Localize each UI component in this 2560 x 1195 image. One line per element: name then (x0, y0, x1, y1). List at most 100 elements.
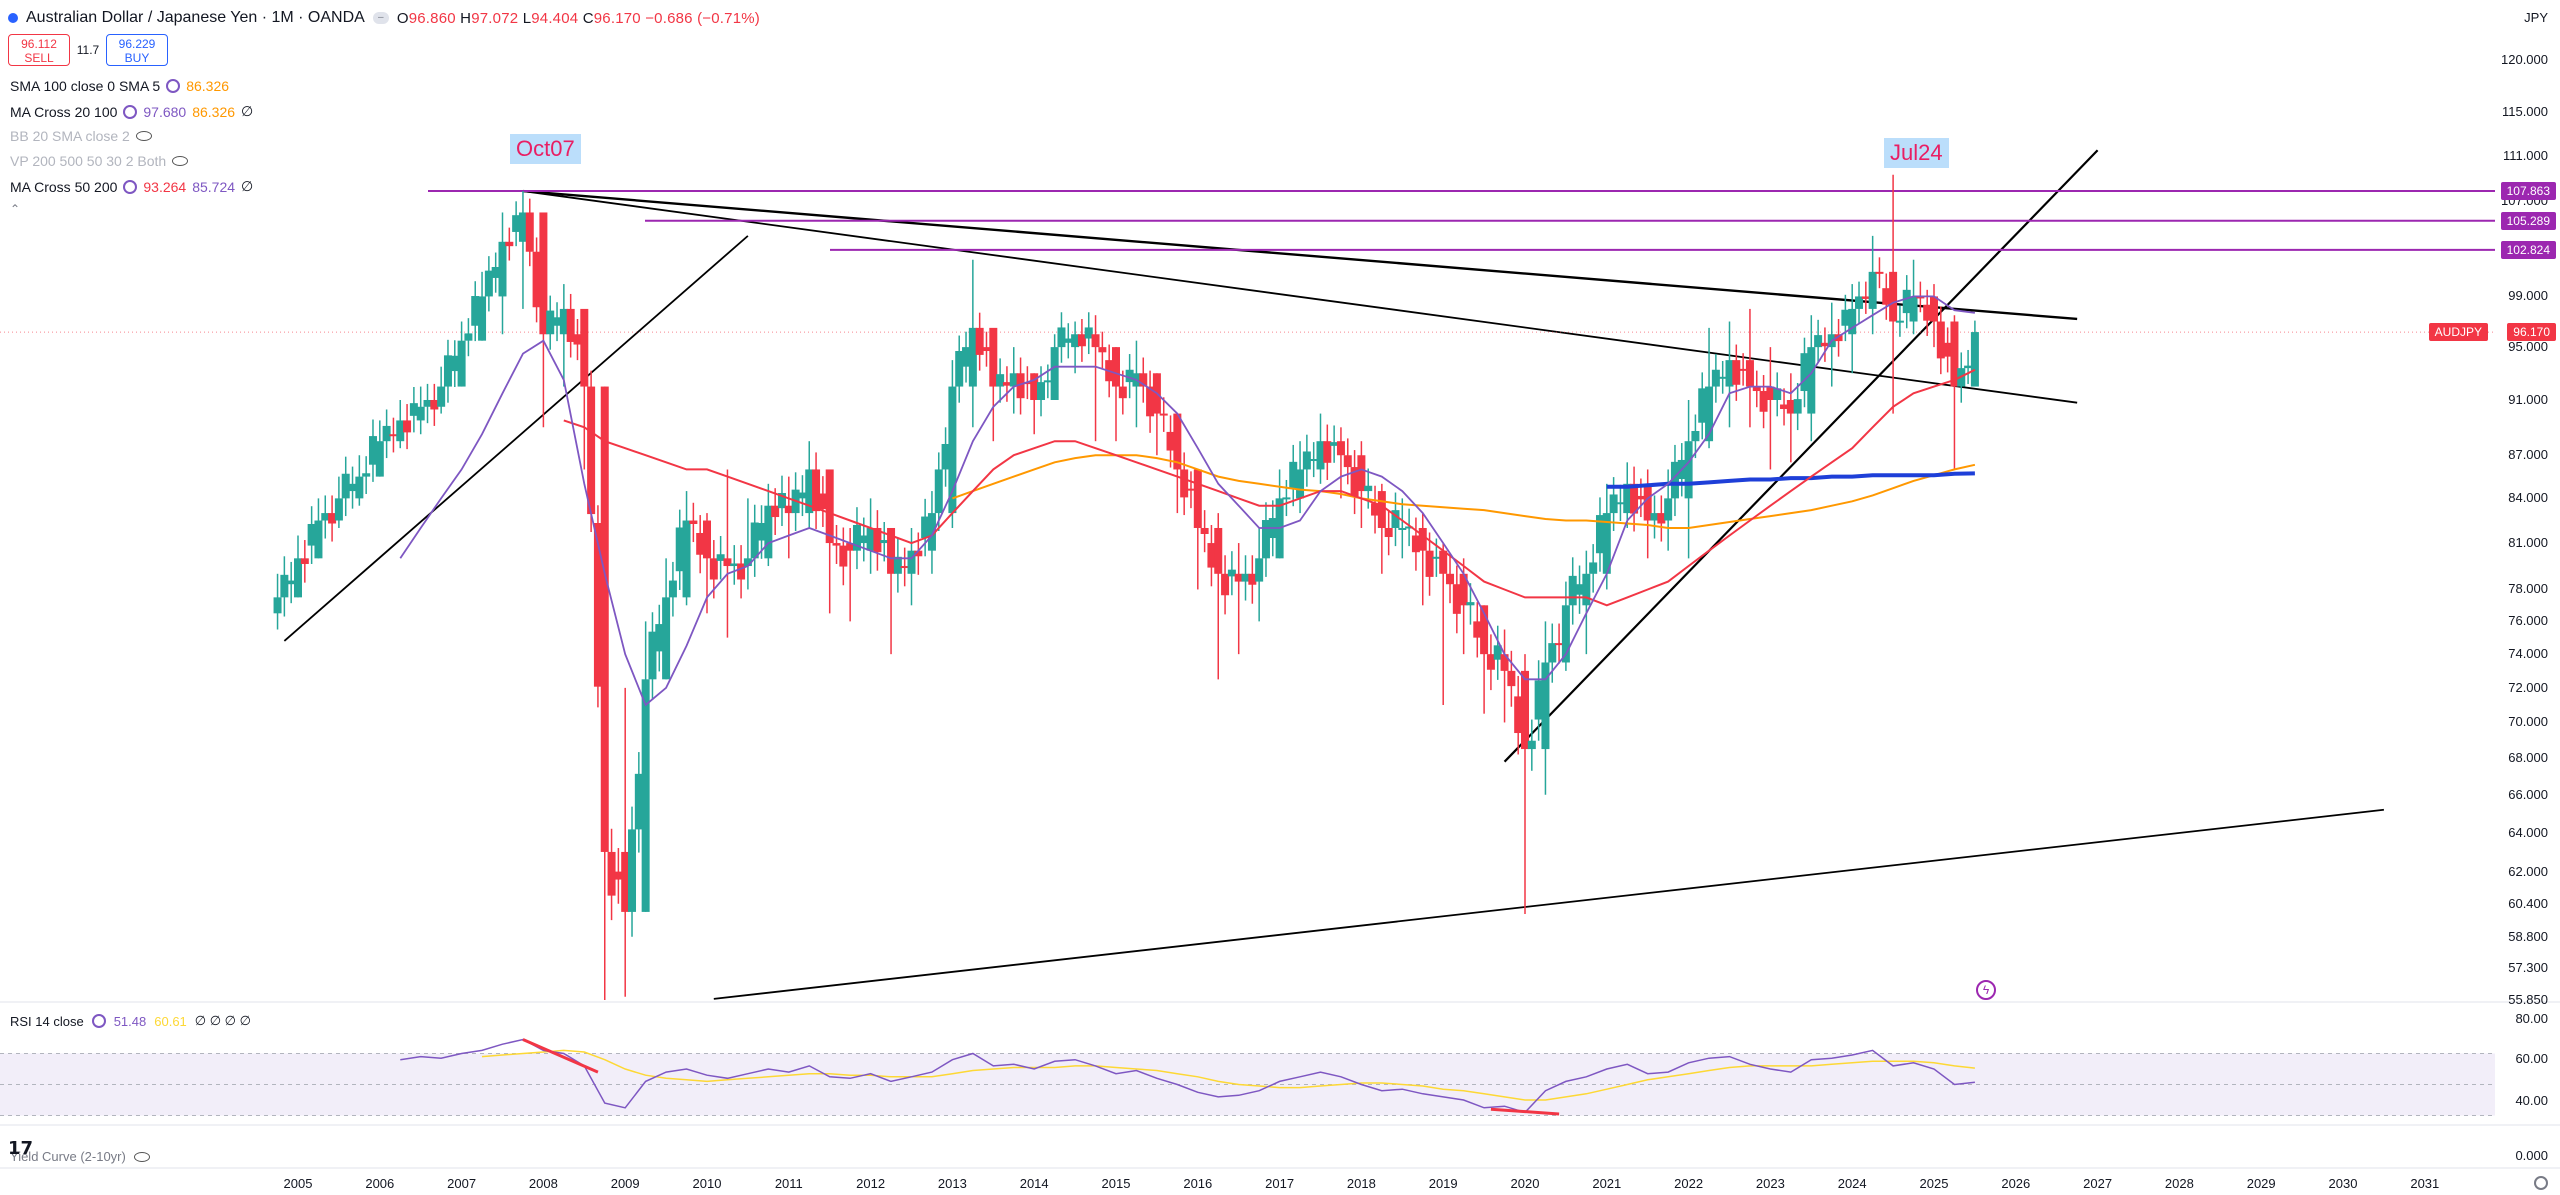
candle-body (1848, 308, 1857, 335)
candle-body (321, 513, 330, 521)
time-axis-label: 2030 (2328, 1176, 2358, 1191)
rsi-divergence-2020 (1490, 1107, 1560, 1116)
buy-button[interactable]: 96.229 BUY (106, 34, 168, 66)
candle-body (491, 266, 500, 278)
indicator-vp[interactable]: VP 200 500 50 30 2 Both (10, 153, 189, 169)
resistance-trend-upper (522, 189, 2078, 321)
candle-body (1916, 296, 1925, 299)
candle-body (478, 296, 487, 341)
candle-body (1793, 399, 1802, 414)
annotation-jul24[interactable]: Jul24 (1884, 138, 1949, 168)
candle-body (716, 554, 725, 561)
candle-body (1173, 413, 1182, 470)
indicator-ma-cross-50-200[interactable]: MA Cross 50 200 93.264 85.724 ∅ (10, 178, 254, 195)
candle-body (1657, 513, 1666, 524)
candle-body (1077, 334, 1086, 347)
candle-body (1323, 441, 1332, 463)
candle-body (1630, 483, 1639, 514)
indicator-ma-cross-20-100[interactable]: MA Cross 20 100 97.680 86.326 ∅ (10, 103, 254, 120)
candle-body (641, 679, 650, 912)
price-axis-label: 95.000 (2508, 339, 2548, 355)
candle-body (1555, 643, 1564, 646)
candle-body (1875, 271, 1884, 274)
candle-body (941, 443, 950, 470)
candle-body (334, 498, 343, 521)
tradingview-logo-icon[interactable]: 17 (8, 1138, 34, 1159)
replay-lightning-icon[interactable]: ϟ (1976, 980, 1996, 1000)
candle-body (1636, 495, 1645, 500)
candle-body (914, 550, 923, 557)
settings-icon[interactable] (123, 179, 138, 194)
candle-body (764, 505, 773, 559)
candle-body (1480, 605, 1489, 655)
candle-body (1602, 513, 1611, 574)
candle-body (628, 829, 637, 912)
candle-body (1725, 360, 1734, 387)
time-axis-label: 2029 (2246, 1176, 2276, 1191)
candle-body (1820, 342, 1829, 347)
time-axis-label: 2021 (1592, 1176, 1622, 1191)
settings-icon[interactable] (91, 1014, 106, 1028)
candle-body (675, 527, 684, 572)
candle-body (1139, 373, 1148, 387)
candle-body (1861, 296, 1870, 299)
legend-collapse-button[interactable]: ⌃ (10, 202, 21, 216)
resistance-lines (0, 190, 2495, 333)
resistance-trend-lower (522, 190, 2078, 404)
candle-body (1745, 360, 1754, 387)
candle-body (1589, 562, 1598, 574)
rsi-legend[interactable]: RSI 14 close 51.48 60.61 ∅ ∅ ∅ ∅ (10, 1013, 251, 1029)
candle-body (525, 212, 534, 252)
candle-body (1807, 347, 1816, 414)
candle-body (375, 441, 384, 477)
hidden-eye-icon[interactable] (133, 1151, 150, 1162)
yield-curve-legend[interactable]: Yield Curve (2-10yr) (10, 1149, 150, 1164)
settings-icon[interactable] (166, 79, 181, 93)
candle-body (1180, 469, 1189, 498)
candle-body (280, 574, 289, 598)
level-label-107: 107.863 (2500, 182, 2556, 201)
spread-value: 11.7 (76, 43, 100, 57)
settings-icon[interactable] (123, 104, 138, 119)
symbol-title[interactable]: Australian Dollar / Japanese Yen · 1M · … (26, 9, 365, 26)
candle-body (1166, 431, 1175, 451)
chart-settings-icon[interactable] (2534, 1176, 2548, 1190)
candle-body (1030, 373, 1039, 400)
candle-body (498, 241, 507, 297)
candle-body (1241, 573, 1250, 582)
rsi-divergence-2008 (522, 1038, 599, 1074)
rsi-axis-40: 40.00 (2515, 1093, 2548, 1108)
indicator-bb[interactable]: BB 20 SMA close 2 (10, 128, 152, 144)
annotation-oct07[interactable]: Oct07 (510, 134, 581, 164)
candle-body (709, 558, 718, 580)
price-axis-label: 74.000 (2508, 646, 2548, 662)
candle-body (328, 513, 337, 524)
hidden-eye-icon[interactable] (135, 131, 152, 141)
candle-body (1405, 526, 1414, 529)
candle-body (1521, 670, 1529, 750)
price-axis-label: 78.000 (2508, 581, 2548, 597)
time-axis-label: 2006 (365, 1176, 395, 1191)
candle-body (553, 317, 562, 326)
price-axis-label: 115.000 (2501, 104, 2548, 120)
sell-button[interactable]: 96.112 SELL (8, 34, 70, 66)
candle-body (1575, 584, 1584, 595)
hidden-eye-icon[interactable] (172, 156, 189, 166)
price-axis-label: 70.000 (2508, 714, 2548, 730)
price-axis-label: 87.000 (2508, 447, 2548, 463)
candle-body (1868, 271, 1877, 309)
candle-body (300, 558, 309, 564)
candle-body (362, 473, 371, 477)
time-axis-label: 2005 (283, 1176, 313, 1191)
candle-body (1923, 304, 1932, 321)
candle-body (962, 347, 971, 367)
candle-body (1193, 469, 1202, 528)
candle-body (975, 327, 984, 355)
candle-body (450, 355, 459, 372)
pane-dividers (0, 1001, 2560, 1169)
collapse-icon[interactable]: – (372, 12, 389, 24)
indicator-sma100[interactable]: SMA 100 close 0 SMA 5 86.326 (10, 78, 230, 94)
currency-label: JPY (2524, 10, 2548, 25)
candle-body (662, 597, 671, 680)
